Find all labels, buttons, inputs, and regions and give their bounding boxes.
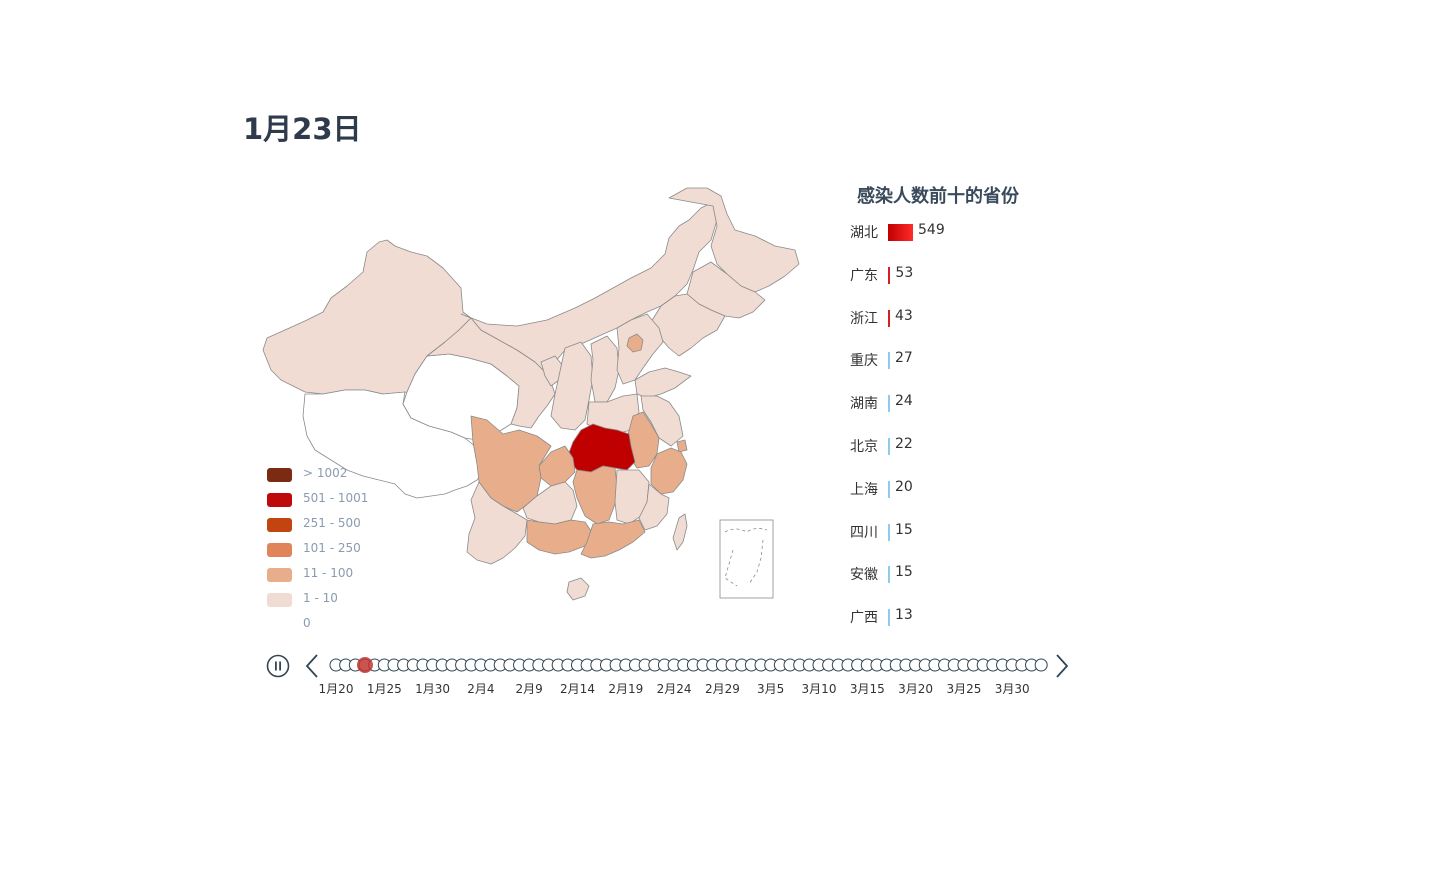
- timeline-tick-label: 2月4: [467, 682, 495, 696]
- bar-value: 22: [895, 436, 913, 452]
- bar[interactable]: [888, 224, 913, 241]
- bar[interactable]: [888, 352, 890, 370]
- legend-label: 501 - 1001: [303, 491, 369, 505]
- timeline-tick-label: 2月24: [656, 682, 692, 696]
- legend-swatch: [267, 543, 292, 557]
- region-shanghai[interactable]: [676, 439, 688, 453]
- bar-value: 24: [895, 393, 913, 410]
- bar[interactable]: [888, 609, 890, 627]
- legend-swatch: [267, 493, 292, 507]
- bar-label: 重庆: [850, 353, 878, 370]
- bar-value: 13: [895, 607, 913, 624]
- timeline-dot[interactable]: [1034, 658, 1048, 672]
- chevron-left-icon[interactable]: [304, 653, 320, 679]
- timeline-tick-label: 1月30: [415, 682, 451, 696]
- region-shanxi[interactable]: [590, 335, 620, 403]
- bar-value: 15: [895, 521, 913, 538]
- timeline-tick-label: 1月20: [318, 682, 354, 696]
- region-beijing[interactable]: [626, 333, 644, 353]
- legend-swatch: [267, 593, 292, 607]
- bar-label: 上海: [850, 481, 878, 498]
- bar[interactable]: [888, 438, 890, 455]
- bar-label: 湖南: [850, 396, 878, 413]
- region-tibet[interactable]: [302, 389, 486, 499]
- timeline: 1月20 1月25 1月30 2月4 2月9 2月14 2月19 2月24 2月29 3月5 3月1…: [260, 650, 1080, 700]
- south-china-sea-inset: [719, 519, 774, 599]
- pause-icon[interactable]: [266, 654, 290, 678]
- bar[interactable]: [888, 395, 890, 413]
- bar[interactable]: [888, 523, 890, 541]
- legend-label: 101 - 250: [303, 541, 361, 555]
- bar-label: 安徽: [850, 567, 878, 584]
- timeline-tick-label: 2月14: [560, 682, 595, 696]
- legend-swatch: [267, 618, 292, 632]
- legend-label: 11 - 100: [303, 566, 354, 580]
- timeline-tick-label: 3月20: [898, 682, 934, 696]
- region-yunnan[interactable]: [466, 481, 528, 565]
- legend-label: 251 - 500: [303, 516, 361, 530]
- region-guizhou[interactable]: [522, 481, 578, 525]
- timeline-track[interactable]: [328, 655, 1048, 677]
- timeline-tick-label: 2月9: [515, 682, 543, 696]
- legend-swatch: [267, 468, 292, 482]
- bar-value: 15: [895, 564, 913, 581]
- timeline-tick-label: 3月10: [801, 682, 837, 696]
- legend-swatch: [267, 568, 292, 582]
- region-taiwan[interactable]: [672, 513, 688, 551]
- bar-chart-title: 感染人数前十的省份: [857, 186, 1019, 207]
- bar-label: 浙江: [850, 310, 878, 327]
- bar-label: 北京: [850, 439, 878, 455]
- legend-swatch: [267, 518, 292, 532]
- bar-value: 27: [895, 350, 913, 367]
- page-title: 1月23日: [243, 112, 362, 146]
- bar[interactable]: [888, 309, 890, 327]
- region-shandong[interactable]: [634, 367, 692, 399]
- timeline-current-dot[interactable]: [356, 657, 373, 673]
- timeline-tick-label: 2月19: [608, 682, 644, 696]
- bar[interactable]: [888, 480, 890, 498]
- region-shaanxi[interactable]: [550, 341, 594, 431]
- chevron-right-icon[interactable]: [1054, 653, 1070, 679]
- bar[interactable]: [888, 266, 891, 284]
- region-zhejiang[interactable]: [650, 447, 688, 495]
- bar-label: 广西: [850, 610, 878, 627]
- legend-label: 0: [303, 616, 311, 630]
- region-hunan[interactable]: [572, 465, 618, 525]
- bar-value: 549: [918, 222, 945, 238]
- bar-value: 53: [895, 264, 914, 281]
- timeline-tick-label: 3月25: [946, 682, 982, 696]
- region-guangxi[interactable]: [526, 519, 594, 555]
- region-guangdong[interactable]: [580, 519, 646, 559]
- timeline-tick-label: 3月5: [757, 682, 785, 696]
- bar[interactable]: [888, 566, 890, 584]
- timeline-tick-label: 1月25: [366, 682, 402, 696]
- bar-label: 四川: [850, 524, 878, 541]
- region-hainan[interactable]: [566, 577, 590, 601]
- region-heilongjiang[interactable]: [668, 187, 800, 293]
- region-jiangsu[interactable]: [640, 395, 684, 447]
- bar-value: 20: [895, 478, 913, 495]
- timeline-tick-label: 3月30: [994, 682, 1030, 696]
- legend-label: 1 - 10: [303, 591, 338, 605]
- legend-label: > 1002: [303, 466, 348, 480]
- bar-label: 湖北: [850, 225, 878, 241]
- timeline-tick-label: 3月15: [849, 682, 885, 696]
- china-map: [262, 187, 800, 601]
- region-chongqing[interactable]: [538, 445, 576, 487]
- bar-value: 43: [895, 307, 913, 324]
- region-fujian[interactable]: [638, 483, 670, 531]
- bar-label: 广东: [850, 267, 878, 284]
- timeline-tick-label: 2月29: [704, 682, 740, 696]
